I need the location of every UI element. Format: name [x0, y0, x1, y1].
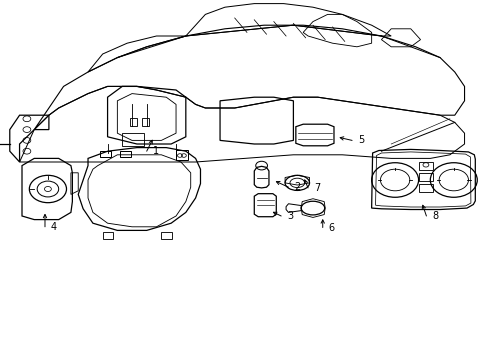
- Bar: [418, 184, 432, 192]
- Text: 1: 1: [152, 146, 159, 156]
- Text: 8: 8: [431, 211, 438, 221]
- Bar: [418, 173, 432, 181]
- Text: 2: 2: [294, 182, 300, 192]
- Bar: [161, 232, 172, 239]
- Bar: [120, 151, 130, 157]
- Text: 6: 6: [328, 222, 334, 233]
- Bar: [102, 232, 113, 239]
- Text: 3: 3: [286, 211, 293, 221]
- Text: 5: 5: [357, 135, 364, 145]
- Bar: [100, 151, 111, 157]
- Bar: [122, 133, 144, 146]
- Bar: [176, 150, 188, 160]
- Bar: [142, 118, 149, 126]
- Text: 4: 4: [51, 222, 57, 232]
- Text: 7: 7: [313, 183, 320, 193]
- Bar: [129, 118, 137, 126]
- Bar: [418, 162, 432, 170]
